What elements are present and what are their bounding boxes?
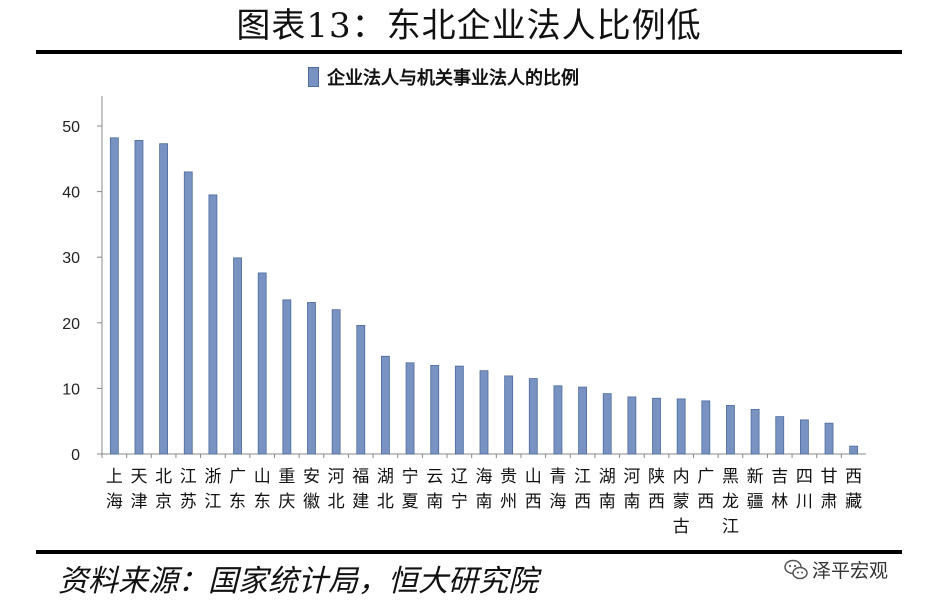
x-tick-label: 江西 <box>574 467 591 512</box>
x-tick-label: 海南 <box>476 467 493 512</box>
bar <box>578 386 587 455</box>
top-rule <box>36 50 902 54</box>
bar <box>652 397 661 455</box>
x-tick-label: 广东 <box>229 467 246 512</box>
bar <box>282 299 292 455</box>
bar <box>405 362 415 455</box>
bottom-rule <box>36 550 902 554</box>
x-tick-label: 贵州 <box>500 467 517 512</box>
y-tick-label: 10 <box>62 381 80 398</box>
x-tick-label: 吉林 <box>771 467 788 512</box>
bar <box>627 396 637 455</box>
bar <box>528 378 538 455</box>
bar <box>726 405 735 455</box>
bar <box>307 302 316 455</box>
bar <box>454 365 464 455</box>
bar <box>183 171 193 455</box>
bar <box>602 393 612 455</box>
bar <box>430 365 440 455</box>
x-tick-label: 湖北 <box>377 467 394 512</box>
x-tick-label: 天津 <box>130 467 147 512</box>
x-tick-label: 山西 <box>525 467 542 512</box>
watermark-text: 泽平宏观 <box>812 560 889 582</box>
bar <box>381 355 390 455</box>
y-tick-label: 0 <box>71 447 80 464</box>
x-tick-label: 云南 <box>426 467 443 512</box>
x-tick-label: 西藏 <box>845 467 862 512</box>
bar <box>208 194 218 455</box>
source-note: 资料来源：国家统计局，恒大研究院 <box>58 564 538 599</box>
x-tick-label: 青海 <box>549 467 566 512</box>
legend-label: 企业法人与机关事业法人的比例 <box>327 68 579 89</box>
legend: 企业法人与机关事业法人的比例 <box>308 64 579 90</box>
bar <box>676 398 686 455</box>
y-tick-label: 20 <box>62 316 80 333</box>
y-tick-label: 50 <box>62 119 80 136</box>
bar <box>356 325 366 455</box>
x-tick-label: 上海 <box>106 467 123 512</box>
bar <box>750 408 760 455</box>
bar <box>257 272 267 455</box>
watermark: 泽平宏观 <box>784 556 888 583</box>
x-tick-label: 陕西 <box>648 467 665 512</box>
bar <box>134 140 144 455</box>
x-tick-label: 内蒙古 <box>673 467 690 537</box>
x-tick-label: 安徽 <box>303 467 320 512</box>
bar <box>849 445 859 455</box>
bar <box>479 370 489 455</box>
y-tick-label: 40 <box>62 185 80 202</box>
x-tick-label: 山东 <box>254 467 271 512</box>
bar <box>824 422 834 455</box>
x-tick-label: 北京 <box>155 467 172 512</box>
x-tick-label: 河南 <box>623 467 640 512</box>
x-tick-label: 四川 <box>796 467 813 512</box>
x-tick-label: 宁夏 <box>402 467 419 512</box>
legend-swatch <box>308 67 319 87</box>
bar <box>159 143 169 455</box>
x-tick-label: 新疆 <box>747 467 764 512</box>
figure-title: 图表13：东北企业法人比例低 <box>236 6 702 46</box>
x-tick-label: 江苏 <box>180 467 197 512</box>
bar <box>109 137 119 455</box>
bar <box>799 419 809 455</box>
bar <box>553 385 563 455</box>
x-tick-label: 甘肃 <box>821 467 838 512</box>
x-tick-label: 河北 <box>328 467 345 512</box>
x-tick-label: 黑龙江 <box>722 467 739 537</box>
bar <box>701 400 711 455</box>
bar <box>504 375 514 455</box>
y-tick-label: 30 <box>62 250 80 267</box>
x-tick-label: 广西 <box>697 467 714 512</box>
bar <box>331 309 341 455</box>
x-tick-label: 重庆 <box>278 467 295 512</box>
x-tick-label: 湖南 <box>599 467 616 512</box>
x-tick-label: 浙江 <box>204 467 221 512</box>
bar <box>775 416 785 455</box>
x-tick-label: 福建 <box>352 467 369 512</box>
bar <box>233 257 242 455</box>
wechat-icon <box>784 559 808 579</box>
x-tick-label: 辽宁 <box>451 467 468 512</box>
